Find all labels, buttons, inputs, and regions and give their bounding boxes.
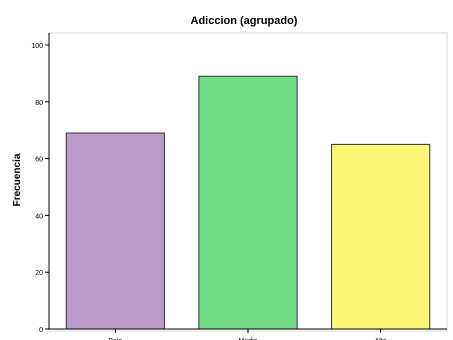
bar-medio — [198, 75, 298, 330]
y-tick-label: 20 — [35, 270, 43, 277]
x-tick-label: Alto — [375, 338, 387, 340]
y-tick-label: 0 — [39, 327, 43, 334]
x-tick-label: Bajo — [108, 338, 122, 340]
x-ticks-layer: Bajo Medio Alto — [108, 329, 387, 340]
y-tick-label: 40 — [35, 213, 43, 220]
bar-alto — [331, 143, 431, 330]
y-ticks-layer: 0 20 40 60 80 100 — [31, 43, 49, 334]
y-tick-label: 80 — [35, 100, 43, 107]
y-axis-label: Frecuencia — [12, 153, 23, 206]
x-tick-label: Medio — [238, 338, 257, 340]
y-tick-label: 60 — [35, 157, 43, 164]
chart-title: Adiccion (agrupado) — [191, 15, 298, 27]
bars-layer — [65, 75, 431, 330]
y-tick-label: 100 — [31, 43, 43, 50]
bar-bajo — [65, 132, 165, 330]
